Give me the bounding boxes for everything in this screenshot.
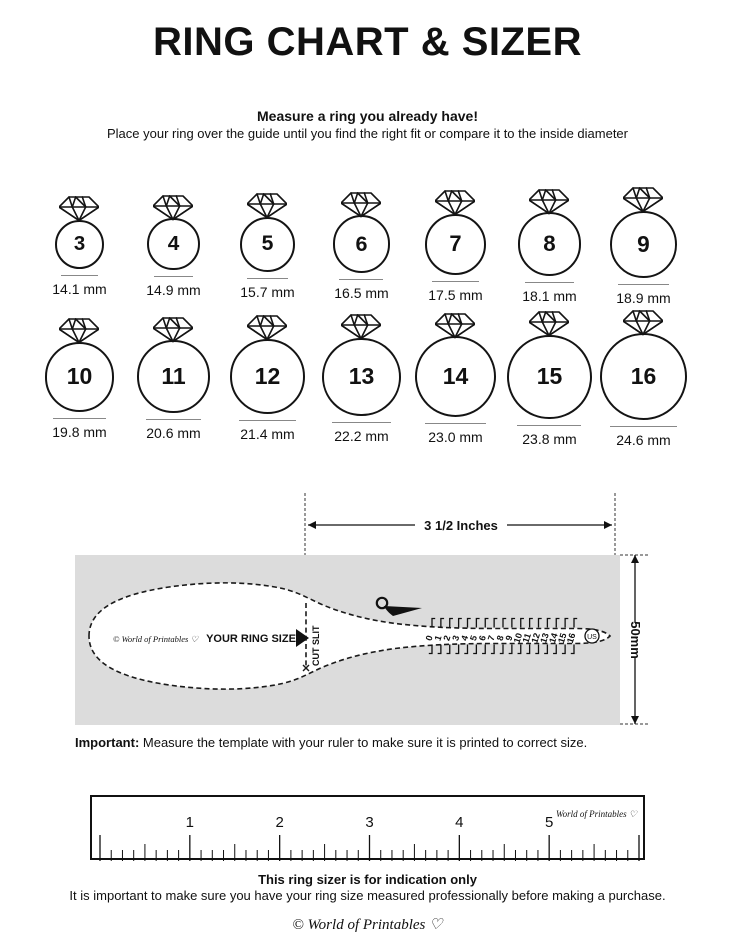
svg-text:1: 1 [186, 814, 194, 831]
svg-text:US: US [587, 634, 597, 641]
svg-text:4: 4 [455, 814, 463, 831]
svg-text:50mm: 50mm [628, 621, 643, 659]
svg-text:YOUR RING SIZE: YOUR RING SIZE [206, 633, 296, 645]
svg-text:3 1/2 Inches: 3 1/2 Inches [424, 518, 498, 533]
svg-text:5: 5 [545, 814, 553, 831]
svg-text:World of Printables ♡: World of Printables ♡ [556, 809, 638, 819]
svg-text:© World of Printables ♡: © World of Printables ♡ [113, 634, 199, 644]
svg-text:2: 2 [275, 814, 283, 831]
svg-text:CUT SLIT: CUT SLIT [311, 625, 321, 666]
svg-text:3: 3 [365, 814, 373, 831]
